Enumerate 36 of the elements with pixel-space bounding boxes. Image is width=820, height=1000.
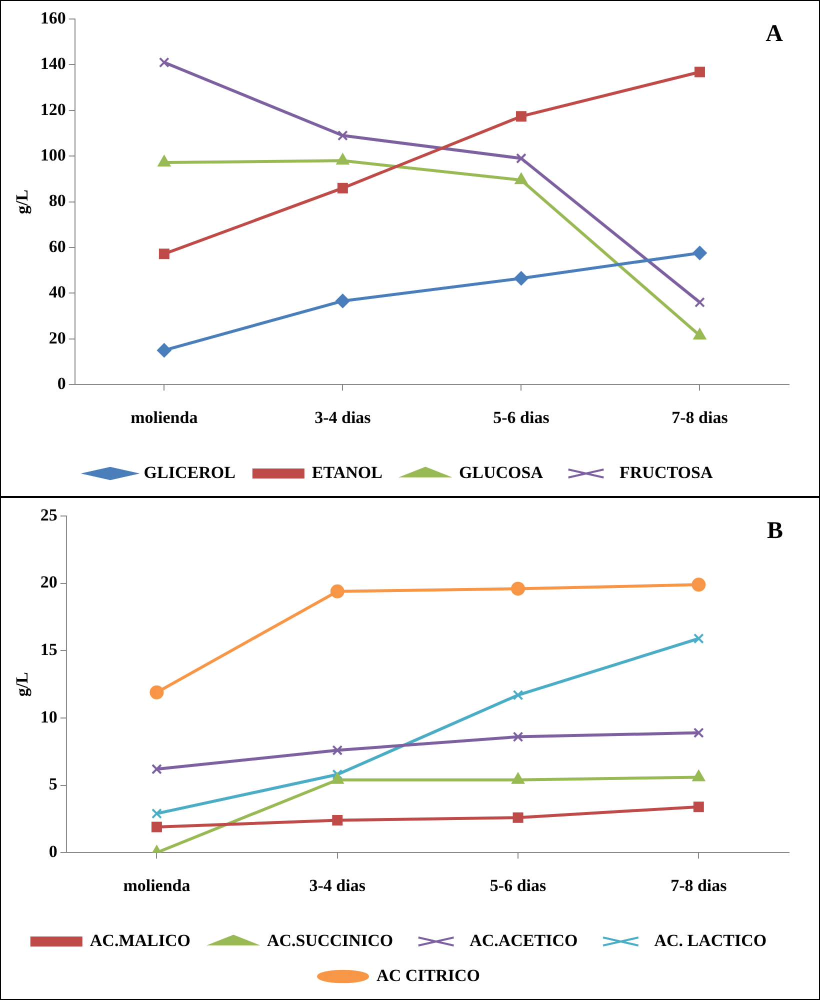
legend-label: GLICEROL (144, 462, 236, 482)
y-tick-label: 0 (48, 842, 58, 861)
x-tick-label: molienda (130, 408, 198, 428)
legend-label: ETANOL (312, 462, 382, 482)
y-tick-label: 80 (48, 191, 66, 210)
legend-label: AC. LACTICO (654, 930, 767, 950)
y-tick-label: 10 (40, 707, 58, 726)
y-tick-label: 25 (40, 505, 58, 524)
y-tick-label: 60 (48, 236, 66, 256)
legend-label: FRUCTOSA (620, 462, 714, 482)
x-tick-label: 5-6 dias (490, 876, 547, 896)
y-axis-title: g/L (12, 190, 32, 214)
legend-label: AC.MALICO (90, 930, 190, 950)
y-tick-label: 20 (40, 572, 58, 592)
y-tick-label: 20 (48, 328, 66, 348)
y-tick-label: 160 (40, 8, 66, 28)
annotation: B (766, 518, 783, 544)
x-tick-label: 3-4 dias (309, 876, 366, 896)
x-tick-label: 5-6 dias (493, 408, 550, 428)
y-axis-title: g/L (12, 672, 32, 697)
legend-label: AC CITRICO (376, 966, 480, 985)
legend-label: GLUCOSA (458, 462, 544, 482)
x-tick-label: 3-4 dias (314, 408, 372, 428)
y-tick-label: 0 (57, 374, 66, 393)
y-tick-label: 15 (40, 640, 58, 660)
y-tick-label: 5 (48, 774, 58, 794)
y-tick-label: 120 (40, 100, 66, 119)
y-tick-label: 100 (40, 145, 66, 164)
x-tick-label: 7-8 dias (672, 408, 728, 428)
y-tick-label: 140 (40, 54, 66, 74)
legend-label: AC.SUCCINICO (266, 930, 394, 950)
x-tick-label: 7-8 dias (670, 876, 728, 896)
legend-label: AC.ACETICO (470, 930, 578, 950)
annotation: A (766, 21, 784, 48)
y-tick-label: 40 (48, 282, 66, 302)
x-tick-label: molienda (123, 876, 191, 896)
